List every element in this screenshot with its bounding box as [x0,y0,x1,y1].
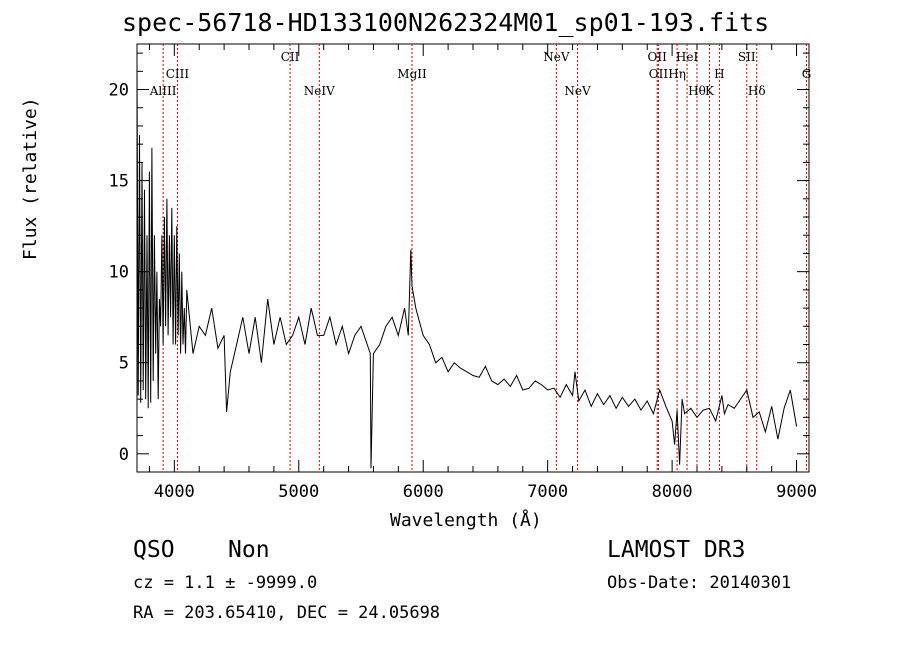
observation-date: Obs-Date: 20140301 [607,573,792,593]
x-tick-label: 8000 [652,482,693,502]
line-label: AlIII [149,84,177,98]
line-label: SII [738,50,756,64]
y-tick-label: 15 [109,172,129,192]
y-tick-label: 0 [119,445,129,465]
x-tick-label: 9000 [776,482,817,502]
x-axis-label: Wavelength (Å) [390,510,542,531]
object-class: QSO [133,537,175,563]
y-axis-label: Flux (relative) [20,97,41,260]
line-markers [162,44,808,472]
line-label: Hδ [748,84,766,98]
survey-name: LAMOST DR3 [607,537,746,563]
x-tick-label: 5000 [278,482,319,502]
line-label: OII [649,67,669,81]
x-tick-label: 4000 [154,482,195,502]
line-label: K [705,84,715,98]
chart-title: spec-56718-HD133100N262324M01_sp01-193.f… [122,8,770,37]
line-label: G [802,67,812,81]
plot-frame [136,43,810,473]
line-label: NeIV [304,84,335,98]
line-label: Hθ [688,84,706,98]
line-label: Hη [668,67,686,81]
line-label: OII [648,50,668,64]
line-label: CII [281,50,300,64]
y-tick-label: 10 [109,263,129,283]
line-label: MgII [397,67,427,81]
axis-ticks: 4000 5000 6000 7000 8000 9000 0 5 10 15 20 [109,44,817,502]
x-tick-label: 7000 [527,482,568,502]
object-subclass: Non [228,537,270,563]
x-tick-label: 6000 [403,482,444,502]
y-tick-label: 5 [119,354,129,374]
redshift-cz: cz = 1.1 ± -9999.0 [133,573,318,593]
spectrum-line [136,62,798,469]
line-labels: AlIII CIII CII NeIV MgII NeV NeV OII OII Hη HeI Hθ K… [149,50,812,98]
line-label: NeV [564,84,591,98]
line-label: NeV [543,50,570,64]
ra-dec: RA = 203.65410, DEC = 24.05698 [133,603,441,623]
y-tick-label: 20 [109,81,129,101]
line-label: CIII [166,67,190,81]
line-label: HeI [676,50,699,64]
line-label: H [714,67,724,81]
